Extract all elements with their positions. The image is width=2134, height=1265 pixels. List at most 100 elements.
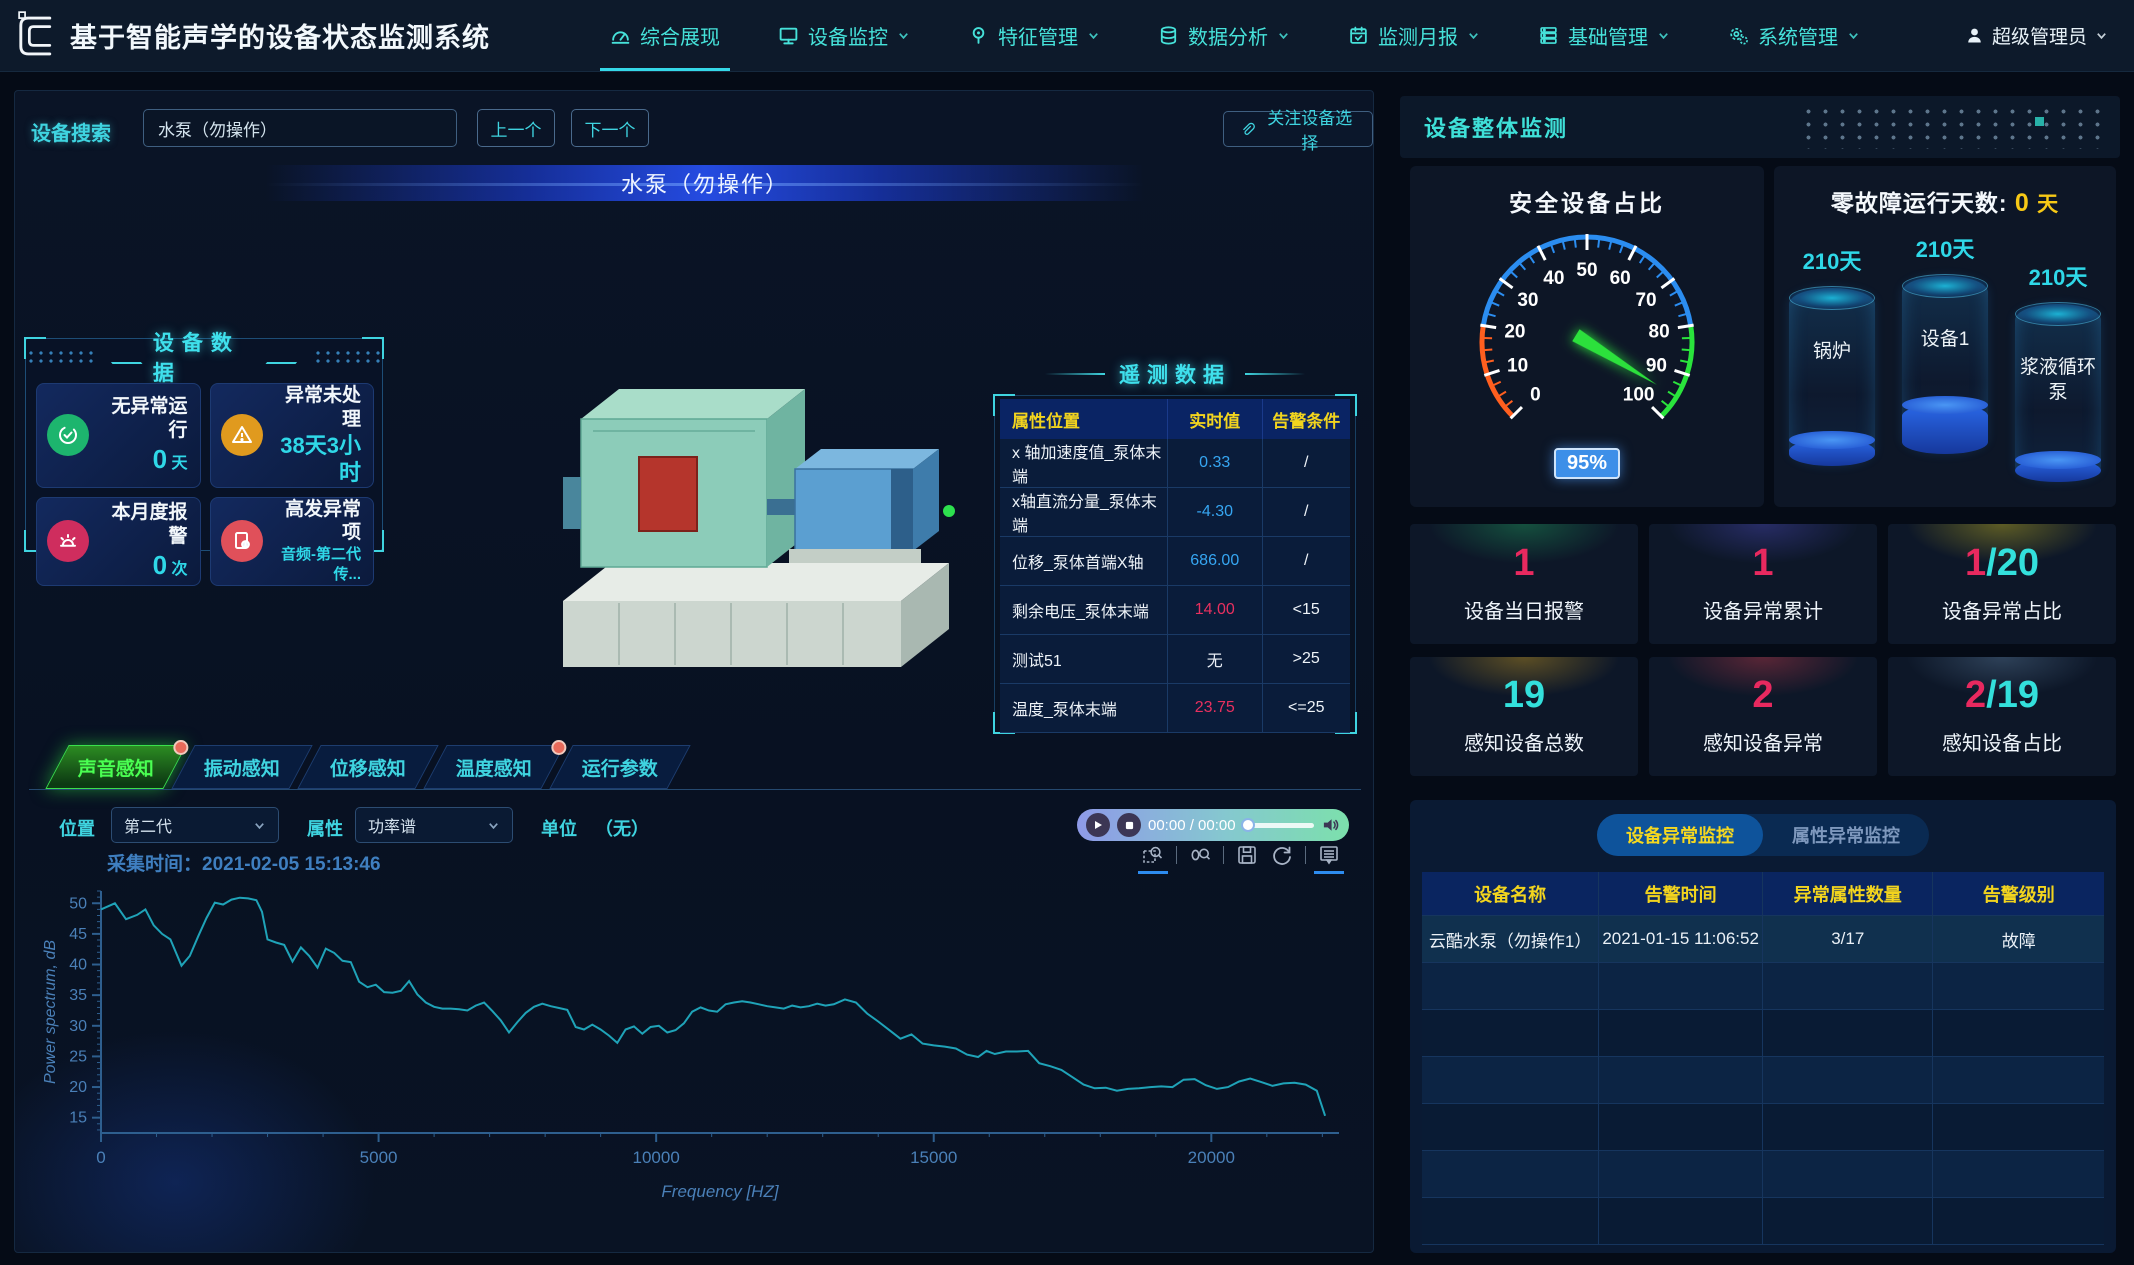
device-search-input[interactable] bbox=[143, 109, 457, 147]
alarm-table: 设备名称 告警时间 异常属性数量 告警级别 云酷水泵（勿操作1） 2021-01… bbox=[1422, 872, 2104, 1245]
app-title: 基于智能声学的设备状态监测系统 bbox=[70, 16, 490, 55]
table-row: x 轴加速度值_泵体末端 0.33 / bbox=[1000, 439, 1350, 488]
capture-time: 采集时间：2021-02-05 15:13:46 bbox=[107, 849, 381, 876]
alarm-tabs: 设备异常监控 属性异常监控 bbox=[1597, 814, 1929, 856]
chevron-down-icon bbox=[1087, 29, 1100, 42]
days-title: 零故障运行天数: 0 天 bbox=[1774, 184, 2116, 218]
alert-badge bbox=[173, 740, 188, 755]
tab-running-params[interactable]: 运行参数 bbox=[549, 745, 690, 789]
device-viewport-panel: 设备搜索 上一个 下一个 关注设备选择 水泵（勿操作） bbox=[14, 90, 1374, 1253]
nav-item-feature-mgmt[interactable]: 特征管理 bbox=[968, 0, 1100, 71]
gear-icon bbox=[1728, 25, 1749, 46]
telemetry-title: 遥测数据 bbox=[1119, 359, 1231, 389]
kpi-sensor-anomaly: 2 感知设备异常 bbox=[1649, 657, 1877, 777]
unit-value: （无） bbox=[595, 815, 649, 841]
chart-toolbar bbox=[1141, 843, 1341, 867]
svg-text:0: 0 bbox=[1530, 385, 1541, 406]
nav-item-base-mgmt[interactable]: 基础管理 bbox=[1538, 0, 1670, 71]
prev-device-button[interactable]: 上一个 bbox=[477, 109, 555, 147]
next-device-button[interactable]: 下一个 bbox=[571, 109, 649, 147]
position-select[interactable]: 第二代 bbox=[111, 807, 279, 843]
sense-tabs: 声音感知 振动感知 位移感知 温度感知 运行参数 bbox=[57, 745, 687, 789]
app-logo-icon bbox=[14, 10, 60, 62]
user-menu[interactable]: 超级管理员 bbox=[1965, 22, 2108, 49]
dots-decoration bbox=[1800, 105, 2100, 149]
check-circle-icon bbox=[47, 414, 89, 456]
alarm-monitor-card: 设备异常监控 属性异常监控 设备名称 告警时间 异常属性数量 告警级别 云酷水泵… bbox=[1410, 800, 2116, 1253]
nav-item-device-monitor[interactable]: 设备监控 bbox=[778, 0, 910, 71]
focus-device-select-button[interactable]: 关注设备选择 bbox=[1223, 111, 1373, 147]
overview-header: 设备整体监测 bbox=[1400, 96, 2120, 158]
play-button[interactable] bbox=[1086, 813, 1110, 837]
zoom-area-icon[interactable] bbox=[1141, 843, 1165, 867]
telemetry-panel: 遥测数据 属性位置 实时值 告警条件 x 轴加速度值_泵体末端 0.33 / x… bbox=[994, 357, 1356, 733]
nav-item-data-analysis[interactable]: 数据分析 bbox=[1158, 0, 1290, 71]
alert-badge bbox=[551, 740, 566, 755]
svg-text:70: 70 bbox=[1635, 290, 1656, 311]
safe-ratio-gauge-card: 安全设备占比 0102030405060708090100 95% bbox=[1410, 166, 1764, 507]
stop-icon bbox=[1125, 821, 1134, 830]
kpi-anomaly-ratio: 1/20 设备异常占比 bbox=[1888, 524, 2116, 644]
main-nav: 综合展现 设备监控 特征管理 数据分析 监测月报 基础管理 bbox=[610, 0, 1860, 71]
tab-temperature-sense[interactable]: 温度感知 bbox=[423, 745, 564, 789]
svg-text:45: 45 bbox=[69, 926, 87, 943]
table-row: x轴直流分量_泵体末端 -4.30 / bbox=[1000, 488, 1350, 537]
tab-sound-sense[interactable]: 声音感知 bbox=[45, 745, 186, 789]
chevron-down-icon bbox=[897, 29, 910, 42]
slider-knob[interactable] bbox=[1241, 818, 1255, 832]
volume-slider[interactable] bbox=[1243, 823, 1314, 828]
nav-item-overview[interactable]: 综合展现 bbox=[610, 0, 720, 71]
refresh-icon[interactable] bbox=[1270, 843, 1294, 867]
dashboard-icon bbox=[610, 25, 631, 46]
chevron-down-icon bbox=[487, 819, 500, 832]
nav-item-monthly-report[interactable]: 监测月报 bbox=[1348, 0, 1480, 71]
svg-text:Frequency [HZ]: Frequency [HZ] bbox=[661, 1182, 779, 1201]
cylinder-boiler: 210天 锅炉 bbox=[1782, 230, 1882, 500]
alarm-header-row: 设备名称 告警时间 异常属性数量 告警级别 bbox=[1422, 872, 2104, 916]
save-image-icon[interactable] bbox=[1235, 843, 1259, 867]
data-view-icon[interactable] bbox=[1317, 843, 1341, 867]
tab-attribute-anomaly[interactable]: 属性异常监控 bbox=[1763, 814, 1929, 856]
warning-triangle-icon bbox=[221, 414, 263, 456]
svg-text:20: 20 bbox=[1504, 322, 1525, 343]
attribute-select[interactable]: 功率谱 bbox=[355, 807, 513, 843]
cylinder-device1: 210天 设备1 bbox=[1895, 230, 1995, 500]
stat-card-unhandled: 异常未处理 38天3小时 bbox=[210, 383, 375, 488]
tab-vibration-sense[interactable]: 振动感知 bbox=[171, 745, 312, 789]
zero-fault-days-card: 零故障运行天数: 0 天 210天 锅炉 210天 设备1 bbox=[1774, 166, 2116, 507]
svg-text:25: 25 bbox=[69, 1048, 87, 1065]
table-row bbox=[1422, 1151, 2104, 1198]
dots-decoration bbox=[26, 349, 95, 365]
table-row bbox=[1422, 1104, 2104, 1151]
nav-item-system-mgmt[interactable]: 系统管理 bbox=[1728, 0, 1860, 71]
tab-displacement-sense[interactable]: 位移感知 bbox=[297, 745, 438, 789]
pump-3d-model[interactable] bbox=[493, 291, 963, 711]
telemetry-table: 属性位置 实时值 告警条件 x 轴加速度值_泵体末端 0.33 / x轴直流分量… bbox=[1000, 399, 1350, 733]
divider bbox=[29, 789, 1361, 790]
svg-text:Power spectrum, dB: Power spectrum, dB bbox=[42, 940, 59, 1084]
kpi-sensor-total: 19 感知设备总数 bbox=[1410, 657, 1638, 777]
stat-card-month-alarm: 本月度报警 0 次 bbox=[36, 497, 201, 587]
kpi-today-alarms: 1 设备当日报警 bbox=[1410, 524, 1638, 644]
stop-button[interactable] bbox=[1117, 813, 1141, 837]
overview-title: 设备整体监测 bbox=[1424, 111, 1568, 143]
zoom-reset-icon[interactable] bbox=[1188, 843, 1212, 867]
spectrum-chart[interactable]: 152025303540455005000100001500020000Freq… bbox=[39, 877, 1369, 1237]
svg-text:30: 30 bbox=[1517, 290, 1538, 311]
chevron-down-icon bbox=[2095, 29, 2108, 42]
table-row: 温度_泵体末端 23.75 <=25 bbox=[1000, 684, 1350, 733]
tab-device-anomaly[interactable]: 设备异常监控 bbox=[1597, 814, 1763, 856]
player-time: 00:00 / 00:00 bbox=[1148, 817, 1236, 834]
gauge-value-badge: 95% bbox=[1554, 448, 1620, 479]
chevron-down-icon bbox=[1277, 29, 1290, 42]
chevron-down-icon bbox=[253, 819, 266, 832]
database-icon bbox=[1158, 25, 1179, 46]
search-label: 设备搜索 bbox=[31, 117, 111, 146]
cylinder-top bbox=[1902, 274, 1988, 298]
svg-text:100: 100 bbox=[1623, 385, 1655, 406]
speaker-icon[interactable] bbox=[1321, 815, 1340, 835]
position-label: 位置 bbox=[59, 815, 95, 841]
telemetry-header-row: 属性位置 实时值 告警条件 bbox=[1000, 399, 1350, 439]
chevron-down-icon bbox=[1847, 29, 1860, 42]
user-icon bbox=[1965, 26, 1984, 45]
